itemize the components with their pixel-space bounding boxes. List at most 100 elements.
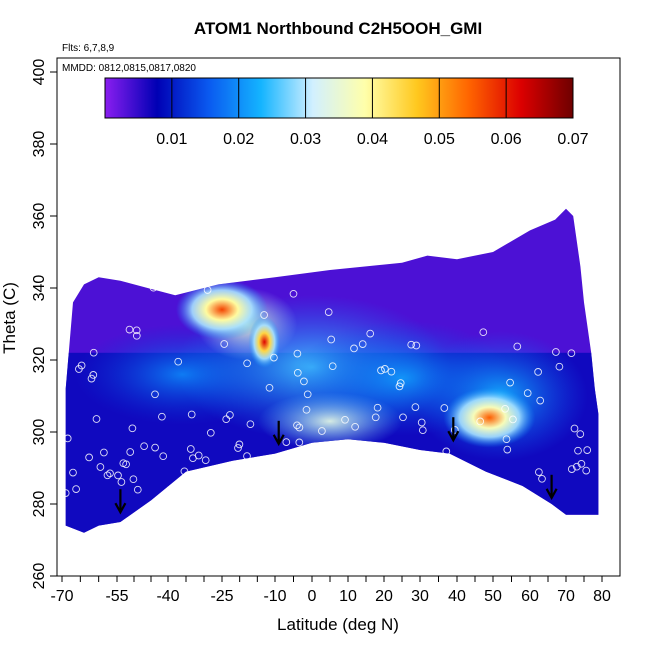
sample-marker <box>103 471 112 480</box>
sample-marker <box>387 367 396 376</box>
hotspot <box>176 279 268 340</box>
sample-marker <box>307 445 316 454</box>
sample-marker <box>303 390 312 399</box>
sample-marker <box>132 326 141 335</box>
tropopause-arrow <box>114 489 127 515</box>
x-tick-label: -25 <box>210 588 233 605</box>
colorbar-gradient <box>104 77 574 119</box>
sample-marker <box>126 448 135 456</box>
plot-frame <box>56 57 621 577</box>
sample-marker <box>513 342 522 351</box>
sample-marker <box>243 359 251 368</box>
sample-marker <box>270 466 279 474</box>
sample-marker <box>151 443 159 452</box>
sample-marker <box>69 468 77 477</box>
sample-marker <box>89 348 98 357</box>
sample-marker <box>408 492 417 500</box>
sample-marker <box>180 467 189 476</box>
sample-marker <box>119 459 128 468</box>
x-tick-label: 10 <box>339 588 357 605</box>
sample-marker <box>117 478 126 486</box>
sample-marker <box>538 474 546 483</box>
sample-marker <box>411 403 420 411</box>
y-tick-label: 320 <box>31 347 48 374</box>
flights-note: Flts: 6,7,8,9 <box>62 43 115 54</box>
sample-marker <box>265 383 274 392</box>
sample-marker <box>293 349 302 358</box>
sample-marker <box>150 504 159 512</box>
x-axis: -70 -55 -40 -25 -10 0 10 20 30 40 50 60 70 80 <box>50 576 611 605</box>
tropopause-arrows <box>114 417 558 515</box>
field-patch <box>258 392 402 451</box>
sample-marker <box>302 405 311 414</box>
sample-marker <box>85 453 93 462</box>
sample-marker <box>240 469 249 477</box>
sample-marker <box>410 469 419 478</box>
sample-marker <box>583 446 592 454</box>
sample-marker <box>260 311 268 319</box>
colorbar-tick-label: 0.02 <box>223 131 254 148</box>
sample-marker <box>410 466 418 475</box>
sample-marker <box>234 444 242 452</box>
sample-marker <box>502 435 511 444</box>
sample-marker <box>154 273 162 281</box>
sample-marker <box>201 456 210 465</box>
sample-marker <box>270 353 278 362</box>
sample-marker <box>100 448 108 457</box>
sample-marker <box>322 444 331 452</box>
sample-marker <box>351 422 359 431</box>
tropopause-arrow <box>447 417 460 443</box>
x-tick-label: -40 <box>156 588 179 605</box>
sample-marker <box>389 476 398 484</box>
sample-marker <box>106 469 114 478</box>
y-tick-label: 260 <box>31 563 48 590</box>
sample-marker <box>89 371 98 379</box>
sample-marker <box>246 420 255 429</box>
sample-marker <box>187 410 196 419</box>
sample-marker <box>552 348 560 356</box>
sample-marker <box>114 471 122 480</box>
sample-marker <box>377 366 385 375</box>
sample-marker <box>206 475 215 483</box>
dates-note: MMDD: 0812,0815,0817,0820 <box>62 63 196 74</box>
sample-marker <box>399 413 407 422</box>
sample-marker <box>397 473 406 482</box>
sample-marker <box>501 404 509 413</box>
x-tick-label: 70 <box>557 588 575 605</box>
y-tick-label: 400 <box>31 59 48 86</box>
sample-marker <box>523 389 532 397</box>
sample-marker <box>582 466 591 475</box>
sample-marker <box>314 442 323 451</box>
sample-marker <box>194 451 203 460</box>
sample-marker <box>509 415 517 424</box>
sample-marker <box>129 475 138 484</box>
sample-marker <box>407 340 416 349</box>
sample-marker <box>567 349 576 358</box>
sample-marker <box>295 423 304 432</box>
colorbar-tick-label: 0.03 <box>290 131 321 148</box>
sample-marker <box>494 477 503 486</box>
x-tick-label: 60 <box>521 588 539 605</box>
x-tick-label: 40 <box>448 588 466 605</box>
y-tick-label: 280 <box>31 491 48 518</box>
colorbar-tick-label: 0.04 <box>357 131 388 148</box>
hotspot <box>248 316 281 368</box>
x-axis-label: Latitude (deg N) <box>277 615 399 634</box>
sample-marker <box>555 362 564 371</box>
sample-marker <box>61 489 70 497</box>
sample-marker <box>341 415 349 424</box>
sample-marker <box>158 412 166 421</box>
colorbar-tick-label: 0.07 <box>557 131 588 148</box>
sample-marker <box>373 403 382 412</box>
sample-marker <box>372 470 380 479</box>
sample-marker <box>328 362 337 371</box>
x-tick-label: -70 <box>50 588 73 605</box>
sample-marker <box>287 466 296 475</box>
sample-marker <box>356 455 364 464</box>
sample-marker <box>536 396 545 405</box>
sample-marker <box>174 357 183 366</box>
sample-marker <box>87 374 96 383</box>
chart-title: ATOM1 Northbound C2H5OOH_GMI <box>194 19 482 38</box>
sample-marker <box>395 382 404 391</box>
flight-markers <box>61 273 592 512</box>
